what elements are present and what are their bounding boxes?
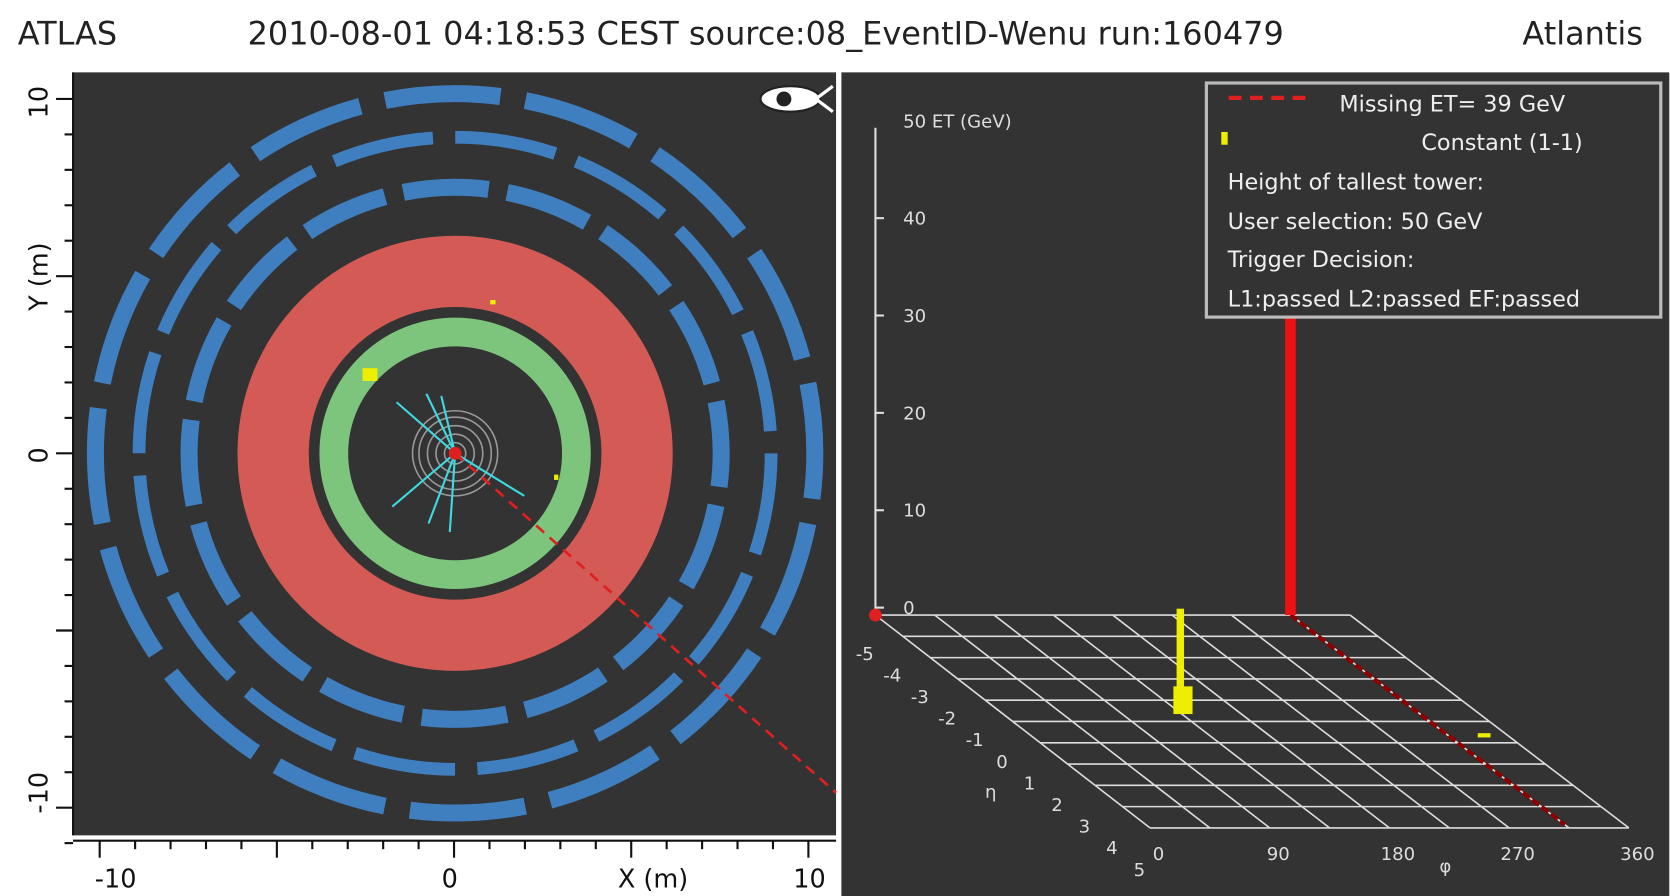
legend-swatch xyxy=(1221,132,1227,145)
eta-tick-label: -2 xyxy=(938,709,956,730)
tower xyxy=(1478,733,1491,737)
cluster xyxy=(363,368,378,381)
cluster xyxy=(490,300,495,304)
et-tick-label: 30 xyxy=(903,306,926,327)
eta-tick-label: 5 xyxy=(1134,860,1146,881)
x-tick-label: 10 xyxy=(793,864,825,894)
phi-tick-label: 270 xyxy=(1500,844,1535,865)
page: {"header":{"left":"ATLAS","center":"2010… xyxy=(0,0,1670,896)
legend-item: Constant (1-1) xyxy=(1421,130,1582,156)
eta-tick-label: 2 xyxy=(1051,795,1063,816)
phi-tick-label: 90 xyxy=(1267,844,1290,865)
eta-tick-label: 1 xyxy=(1024,773,1036,794)
x-tick-label: 0 xyxy=(442,864,458,894)
phi-tick-label: 360 xyxy=(1620,844,1655,865)
et-tick-label: 0 xyxy=(903,598,915,619)
header-right: Atlantis xyxy=(1522,15,1642,53)
y-tick-label: 0 xyxy=(25,447,55,463)
eta-tick-label: -5 xyxy=(856,644,874,665)
tower xyxy=(1173,686,1192,714)
legend-item: L1:passed L2:passed EF:passed xyxy=(1228,286,1580,312)
et-tick-label: 40 xyxy=(903,209,926,230)
y-tick-label: 10 xyxy=(25,86,55,118)
eta-tick-label: 0 xyxy=(996,752,1008,773)
y-axis-label: Y (m) xyxy=(25,242,55,311)
et-tick-label: 10 xyxy=(903,501,926,522)
legend-item: Height of tallest tower: xyxy=(1228,169,1484,195)
eta-tick-label: 4 xyxy=(1106,838,1118,859)
legend-item: User selection: 50 GeV xyxy=(1228,209,1484,235)
eta-label: η xyxy=(985,782,996,803)
et-tick-label: 20 xyxy=(903,403,926,424)
legend-item: Trigger Decision: xyxy=(1227,247,1415,273)
vertex xyxy=(449,447,462,460)
x-tick-label: -10 xyxy=(95,864,137,894)
legend-box xyxy=(1206,83,1660,317)
phi-label: φ xyxy=(1439,857,1451,878)
x-axis-label: X (m) xyxy=(618,864,688,894)
eta-tick-label: -4 xyxy=(883,665,901,686)
legend-item: Missing ET= 39 GeV xyxy=(1339,92,1565,118)
phi-tick-label: 180 xyxy=(1381,844,1416,865)
header-center: 2010-08-01 04:18:53 CEST source:08_Event… xyxy=(248,15,1284,53)
eta-tick-label: 3 xyxy=(1079,817,1091,838)
event-display: ATLAS 2010-08-01 04:18:53 CEST source:08… xyxy=(0,0,1670,896)
origin xyxy=(869,609,882,622)
eta-tick-label: -1 xyxy=(966,730,984,751)
phi-tick-label: 0 xyxy=(1153,844,1165,865)
y-tick-label: -10 xyxy=(25,772,55,814)
cluster xyxy=(554,475,558,480)
et-axis-label: 50 ET (GeV) xyxy=(903,112,1012,133)
eta-tick-label: -3 xyxy=(911,687,929,708)
header-left: ATLAS xyxy=(18,15,117,53)
